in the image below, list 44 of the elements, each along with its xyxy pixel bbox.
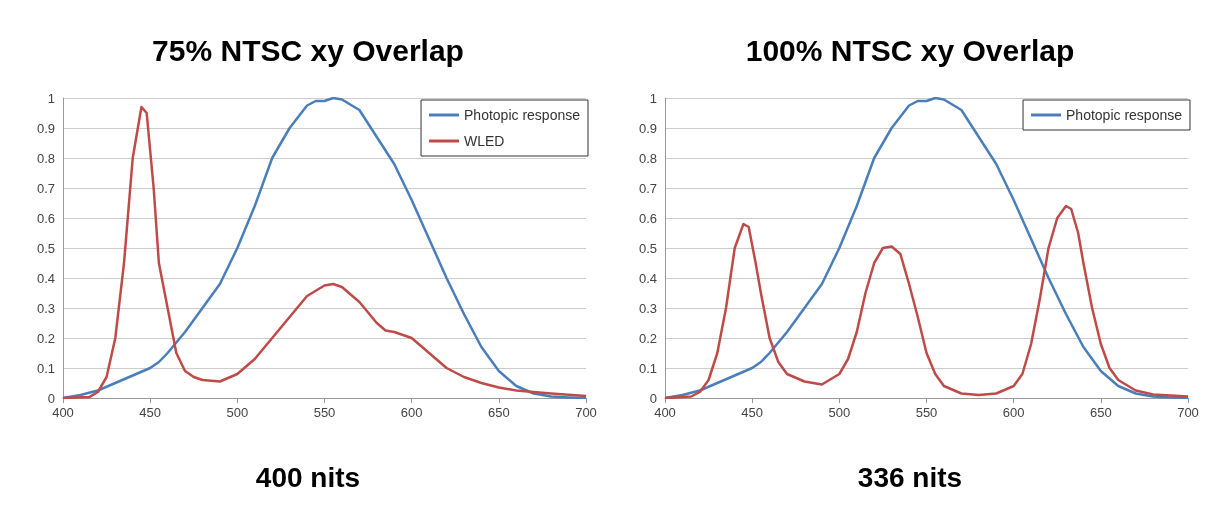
y-tick-label: 0.2 [36,330,55,346]
y-tick-label: 0.1 [36,360,55,376]
y-tick-label: 0.7 [638,180,657,196]
text: 400 nits [255,461,361,493]
legend-label: Photopic response [1066,107,1183,123]
y-tick-label: 0.8 [638,150,657,166]
x-tick-label: 650 [1089,405,1112,420]
y-tick-label: 0.8 [36,150,55,166]
x-tick-label: 600 [400,405,423,420]
y-tick-label: 0.6 [638,210,657,226]
legend-label: Photopic response [464,107,581,123]
y-tick-label: 0.6 [36,210,55,226]
y-tick-label: 0.3 [638,300,657,316]
y-tick-label: 0 [47,390,55,406]
x-tick-label: 650 [487,405,510,420]
x-tick-label: 500 [828,405,851,420]
y-tick-label: 0 [649,390,657,406]
x-tick-label: 550 [915,405,938,420]
y-tick-label: 0.9 [638,120,657,136]
y-tick-label: 1 [47,90,55,106]
x-tick-label: 500 [226,405,249,420]
y-tick-label: 0.9 [36,120,55,136]
x-tick-label: 450 [139,405,162,420]
y-tick-label: 0.7 [36,180,55,196]
y-tick-label: 0.2 [638,330,657,346]
y-tick-label: 0.4 [638,270,657,286]
x-tick-label: 450 [741,405,764,420]
y-tick-label: 1 [649,90,657,106]
x-tick-label: 550 [313,405,336,420]
x-tick-label: 600 [1002,405,1025,420]
y-tick-label: 0.5 [36,240,55,256]
x-tick-label: 700 [1177,405,1199,420]
y-tick-label: 0.5 [638,240,657,256]
chart-title: 75% NTSC xy Overlap [152,33,464,67]
line-series [663,96,1190,400]
text: 336 nits [857,461,963,493]
y-tick-label: 0.1 [638,360,657,376]
x-tick-label: 400 [52,405,74,420]
legend-label: WLED [464,133,505,149]
y-tick-label: 0.3 [36,300,55,316]
y-tick-label: 0.4 [36,270,55,286]
x-tick-label: 400 [654,405,676,420]
chart-title: 100% NTSC xy Overlap [745,33,1075,67]
x-tick-label: 700 [575,405,597,420]
